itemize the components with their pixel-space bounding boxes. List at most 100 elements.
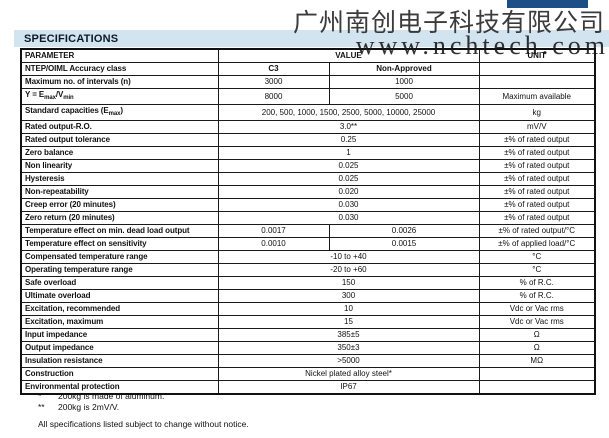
parameter-cell: Maximum no. of intervals (n) <box>20 75 219 89</box>
unit-cell: °C <box>478 263 596 277</box>
column-header-unit: UNIT <box>478 48 596 63</box>
parameter-cell: Output impedance <box>20 341 219 355</box>
unit-cell <box>478 380 596 395</box>
value-cell: 3000 <box>217 75 330 89</box>
table-row: Output impedance 350±3 Ω <box>20 341 596 355</box>
unit-cell: kg <box>478 104 596 121</box>
parameter-cell: Compensated temperature range <box>20 250 219 264</box>
value-cell: 1000 <box>328 75 480 89</box>
unit-cell: % of R.C. <box>478 276 596 290</box>
unit-cell: % of R.C. <box>478 289 596 303</box>
value-cell: 15 <box>217 315 480 329</box>
specifications-table: PARAMETER VALUE UNIT NTEP/OIML Accuracy … <box>20 48 596 395</box>
table-row: Input impedance 385±5 Ω <box>20 328 596 342</box>
value-cell: >5000 <box>217 354 480 368</box>
value-cell: 0.030 <box>217 211 480 225</box>
unit-cell: ±% of rated output <box>478 172 596 186</box>
value-cell: 0.0017 <box>217 224 330 238</box>
value-cell: IP67 <box>217 380 480 395</box>
table-row: Temperature effect on sensitivity 0.0010 0… <box>20 237 596 251</box>
value-cell: 0.0015 <box>328 237 480 251</box>
parameter-cell: Safe overload <box>20 276 219 290</box>
value-cell: -20 to +60 <box>217 263 480 277</box>
value-cell: 200, 500, 1000, 1500, 2500, 5000, 10000,… <box>217 104 480 121</box>
table-row: Excitation, recommended 10 Vdc or Vac rms <box>20 302 596 316</box>
parameter-cell: Insulation resistance <box>20 354 219 368</box>
parameter-cell: Rated output tolerance <box>20 133 219 147</box>
table-row: Operating temperature range -20 to +60 °C <box>20 263 596 277</box>
table-row: Excitation, maximum 15 Vdc or Vac rms <box>20 315 596 329</box>
table-row: Rated output-R.O. 3.0** mV/V <box>20 120 596 134</box>
unit-cell <box>478 367 596 381</box>
footnote-line: ** 200kg is 2mV/V. <box>38 402 164 413</box>
table-row: Creep error (20 minutes) 0.030 ±% of rated… <box>20 198 596 212</box>
unit-cell: ±% of rated output <box>478 198 596 212</box>
value-cell: 0.025 <box>217 159 480 173</box>
table-row: Non-repeatability 0.020 ±% of rated output <box>20 185 596 199</box>
footnote-marker: * <box>38 391 42 401</box>
parameter-cell: Temperature effect on min. dead load out… <box>20 224 219 238</box>
footnote-marker: ** <box>38 402 45 412</box>
parameter-cell: Construction <box>20 367 219 381</box>
column-header-value: VALUE <box>217 48 480 63</box>
value-cell: 1 <box>217 146 480 160</box>
unit-cell: °C <box>478 250 596 264</box>
table-row: Hysteresis 0.025 ±% of rated output <box>20 172 596 186</box>
unit-cell: ±% of rated output <box>478 159 596 173</box>
footnotes: * 200kg is made of aluminum. ** 200kg is 2m… <box>38 391 164 413</box>
unit-cell: Ω <box>478 341 596 355</box>
unit-cell: ±% of rated output <box>478 146 596 160</box>
table-row: Non linearity 0.025 ±% of rated output <box>20 159 596 173</box>
table-row: Compensated temperature range -10 to +40 °… <box>20 250 596 264</box>
section-header-band: SPECIFICATIONS <box>14 30 609 47</box>
value-cell: 5000 <box>328 88 480 105</box>
value-cell: 300 <box>217 289 480 303</box>
value-cell: Non-Approved <box>328 62 480 76</box>
unit-cell <box>478 75 596 89</box>
column-header-parameter: PARAMETER <box>20 48 219 63</box>
parameter-cell: Operating temperature range <box>20 263 219 277</box>
parameter-cell: Ultimate overload <box>20 289 219 303</box>
disclaimer-text: All specifications listed subject to cha… <box>38 419 249 429</box>
parameter-cell: Hysteresis <box>20 172 219 186</box>
parameter-cell: Non linearity <box>20 159 219 173</box>
unit-cell: Maximum available <box>478 88 596 105</box>
table-header-row: PARAMETER VALUE UNIT <box>20 48 596 63</box>
footnote-text: 200kg is 2mV/V. <box>58 402 120 412</box>
parameter-cell: Y = Emax/Vmin <box>20 88 219 105</box>
unit-cell: ±% of rated output <box>478 185 596 199</box>
value-cell: Nickel plated alloy steel* <box>217 367 480 381</box>
unit-cell: Vdc or Vac rms <box>478 302 596 316</box>
table-row: Zero return (20 minutes) 0.030 ±% of rated… <box>20 211 596 225</box>
unit-cell: ±% of rated output <box>478 133 596 147</box>
unit-cell <box>478 62 596 76</box>
parameter-cell: Excitation, recommended <box>20 302 219 316</box>
footnote-text: 200kg is made of aluminum. <box>58 391 165 401</box>
parameter-cell: Temperature effect on sensitivity <box>20 237 219 251</box>
table-row: Safe overload 150% of R.C. <box>20 276 596 290</box>
value-cell: 350±3 <box>217 341 480 355</box>
parameter-cell: NTEP/OIML Accuracy class <box>20 62 219 76</box>
page-accent-bar <box>507 0 588 8</box>
unit-cell: Vdc or Vac rms <box>478 315 596 329</box>
parameter-cell: Input impedance <box>20 328 219 342</box>
table-row: Insulation resistance >5000 MΩ <box>20 354 596 368</box>
parameter-cell: Standard capacities (Emax) <box>20 104 219 121</box>
parameter-cell: Rated output-R.O. <box>20 120 219 134</box>
value-cell: -10 to +40 <box>217 250 480 264</box>
table-row: Construction Nickel plated alloy steel* <box>20 367 596 381</box>
table-row: Rated output tolerance 0.25 ±% of rated ou… <box>20 133 596 147</box>
value-cell: 385±5 <box>217 328 480 342</box>
table-row: Y = Emax/Vmin 8000 5000 Maximum available <box>20 88 596 105</box>
unit-cell: mV/V <box>478 120 596 134</box>
table-row: Maximum no. of intervals (n) 3000 1000 <box>20 75 596 89</box>
value-cell: 0.25 <box>217 133 480 147</box>
parameter-cell: Zero return (20 minutes) <box>20 211 219 225</box>
unit-cell: MΩ <box>478 354 596 368</box>
value-cell: 3.0** <box>217 120 480 134</box>
table-row: Zero balance 1 ±% of rated output <box>20 146 596 160</box>
value-cell: 150 <box>217 276 480 290</box>
value-cell: 0.0010 <box>217 237 330 251</box>
section-title: SPECIFICATIONS <box>24 32 119 45</box>
value-cell: 0.0026 <box>328 224 480 238</box>
